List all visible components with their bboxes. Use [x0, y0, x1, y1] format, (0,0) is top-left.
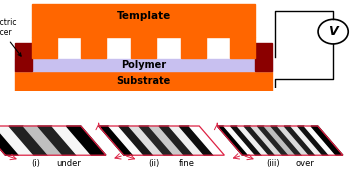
Bar [32, 37, 57, 58]
Bar [32, 4, 256, 37]
Polygon shape [9, 126, 48, 155]
Text: (i): (i) [32, 159, 40, 168]
Bar [256, 43, 272, 71]
Polygon shape [159, 126, 194, 155]
Polygon shape [0, 126, 20, 155]
Polygon shape [257, 126, 289, 155]
Polygon shape [23, 126, 63, 155]
Text: Substrate: Substrate [116, 76, 171, 86]
Text: fine: fine [179, 159, 195, 168]
Text: V: V [328, 25, 338, 38]
Polygon shape [278, 126, 309, 155]
Bar [81, 37, 107, 58]
Text: (iii): (iii) [266, 159, 280, 168]
Polygon shape [52, 126, 92, 155]
Text: Template: Template [116, 11, 171, 21]
Polygon shape [237, 126, 269, 155]
Polygon shape [109, 126, 144, 155]
Polygon shape [217, 126, 249, 155]
Bar [230, 37, 256, 58]
Polygon shape [224, 126, 256, 155]
Polygon shape [271, 126, 303, 155]
Bar [15, 59, 272, 71]
Polygon shape [230, 126, 262, 155]
Polygon shape [99, 126, 134, 155]
Bar [15, 71, 272, 91]
Polygon shape [291, 126, 323, 155]
Polygon shape [244, 126, 276, 155]
Bar [181, 37, 206, 58]
Polygon shape [139, 126, 174, 155]
Text: Polymer: Polymer [121, 60, 166, 70]
Polygon shape [304, 126, 336, 155]
Polygon shape [189, 126, 224, 155]
Text: (ii): (ii) [149, 159, 160, 168]
Polygon shape [0, 126, 34, 155]
Bar [131, 37, 156, 58]
Polygon shape [38, 126, 77, 155]
Text: under: under [56, 159, 81, 168]
Polygon shape [298, 126, 330, 155]
Polygon shape [311, 126, 343, 155]
Polygon shape [149, 126, 184, 155]
Text: over: over [296, 159, 314, 168]
Polygon shape [119, 126, 154, 155]
Polygon shape [66, 126, 106, 155]
Polygon shape [179, 126, 214, 155]
Polygon shape [284, 126, 316, 155]
Polygon shape [251, 126, 283, 155]
Text: Dielectric
spacer: Dielectric spacer [0, 18, 21, 56]
Polygon shape [169, 126, 204, 155]
Polygon shape [129, 126, 164, 155]
Bar [15, 43, 32, 71]
Polygon shape [264, 126, 296, 155]
